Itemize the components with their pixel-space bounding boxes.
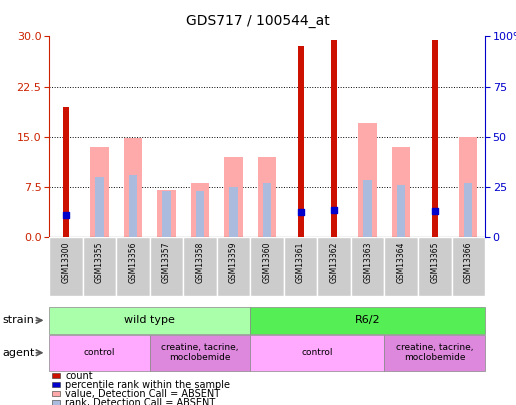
- Bar: [452, 237, 485, 296]
- Bar: [351, 237, 384, 296]
- Bar: [217, 237, 250, 296]
- Bar: [183, 237, 217, 296]
- Bar: [63, 107, 69, 237]
- Text: wild type: wild type: [124, 315, 175, 325]
- Text: creatine, tacrine,
moclobemide: creatine, tacrine, moclobemide: [396, 343, 474, 362]
- Bar: [464, 183, 473, 237]
- Text: GSM13358: GSM13358: [196, 242, 204, 283]
- Text: GSM13357: GSM13357: [162, 242, 171, 283]
- Bar: [229, 187, 238, 237]
- Bar: [363, 180, 372, 237]
- Bar: [191, 183, 209, 237]
- Bar: [263, 183, 271, 237]
- Bar: [150, 237, 183, 296]
- Bar: [317, 237, 351, 296]
- Bar: [83, 237, 116, 296]
- Bar: [331, 40, 337, 237]
- Text: value, Detection Call = ABSENT: value, Detection Call = ABSENT: [65, 389, 220, 399]
- Text: creatine, tacrine,
moclobemide: creatine, tacrine, moclobemide: [161, 343, 239, 362]
- Text: control: control: [301, 348, 333, 357]
- Bar: [392, 147, 410, 237]
- Bar: [128, 175, 137, 237]
- Text: GSM13359: GSM13359: [229, 242, 238, 283]
- Text: GSM13362: GSM13362: [330, 242, 338, 283]
- Bar: [124, 138, 142, 237]
- Bar: [95, 177, 104, 237]
- Text: rank, Detection Call = ABSENT: rank, Detection Call = ABSENT: [65, 398, 215, 405]
- Text: GSM13363: GSM13363: [363, 242, 372, 283]
- Bar: [298, 47, 303, 237]
- Text: GSM13300: GSM13300: [61, 242, 70, 283]
- Bar: [224, 157, 243, 237]
- Text: count: count: [65, 371, 93, 381]
- Bar: [116, 237, 150, 296]
- Text: agent: agent: [3, 348, 35, 358]
- Bar: [359, 124, 377, 237]
- Bar: [397, 185, 406, 237]
- Bar: [284, 237, 317, 296]
- Text: GDS717 / 100544_at: GDS717 / 100544_at: [186, 14, 330, 28]
- Point: [430, 208, 439, 214]
- Point: [296, 209, 304, 215]
- Text: control: control: [84, 348, 115, 357]
- Text: GSM13364: GSM13364: [397, 242, 406, 283]
- Text: strain: strain: [3, 315, 35, 325]
- Text: GSM13365: GSM13365: [430, 242, 439, 283]
- Bar: [250, 237, 284, 296]
- Bar: [162, 192, 171, 237]
- Bar: [90, 147, 108, 237]
- Text: GSM13355: GSM13355: [95, 242, 104, 283]
- Bar: [258, 157, 276, 237]
- Text: GSM13361: GSM13361: [296, 242, 305, 283]
- Bar: [49, 237, 83, 296]
- Text: GSM13360: GSM13360: [263, 242, 271, 283]
- Point: [62, 212, 70, 218]
- Bar: [384, 237, 418, 296]
- Bar: [196, 192, 204, 237]
- Point: [330, 207, 338, 213]
- Bar: [157, 190, 175, 237]
- Bar: [418, 237, 452, 296]
- Text: GSM13366: GSM13366: [464, 242, 473, 283]
- Bar: [459, 137, 477, 237]
- Bar: [432, 40, 438, 237]
- Text: GSM13356: GSM13356: [128, 242, 137, 283]
- Text: R6/2: R6/2: [355, 315, 380, 325]
- Text: percentile rank within the sample: percentile rank within the sample: [65, 380, 230, 390]
